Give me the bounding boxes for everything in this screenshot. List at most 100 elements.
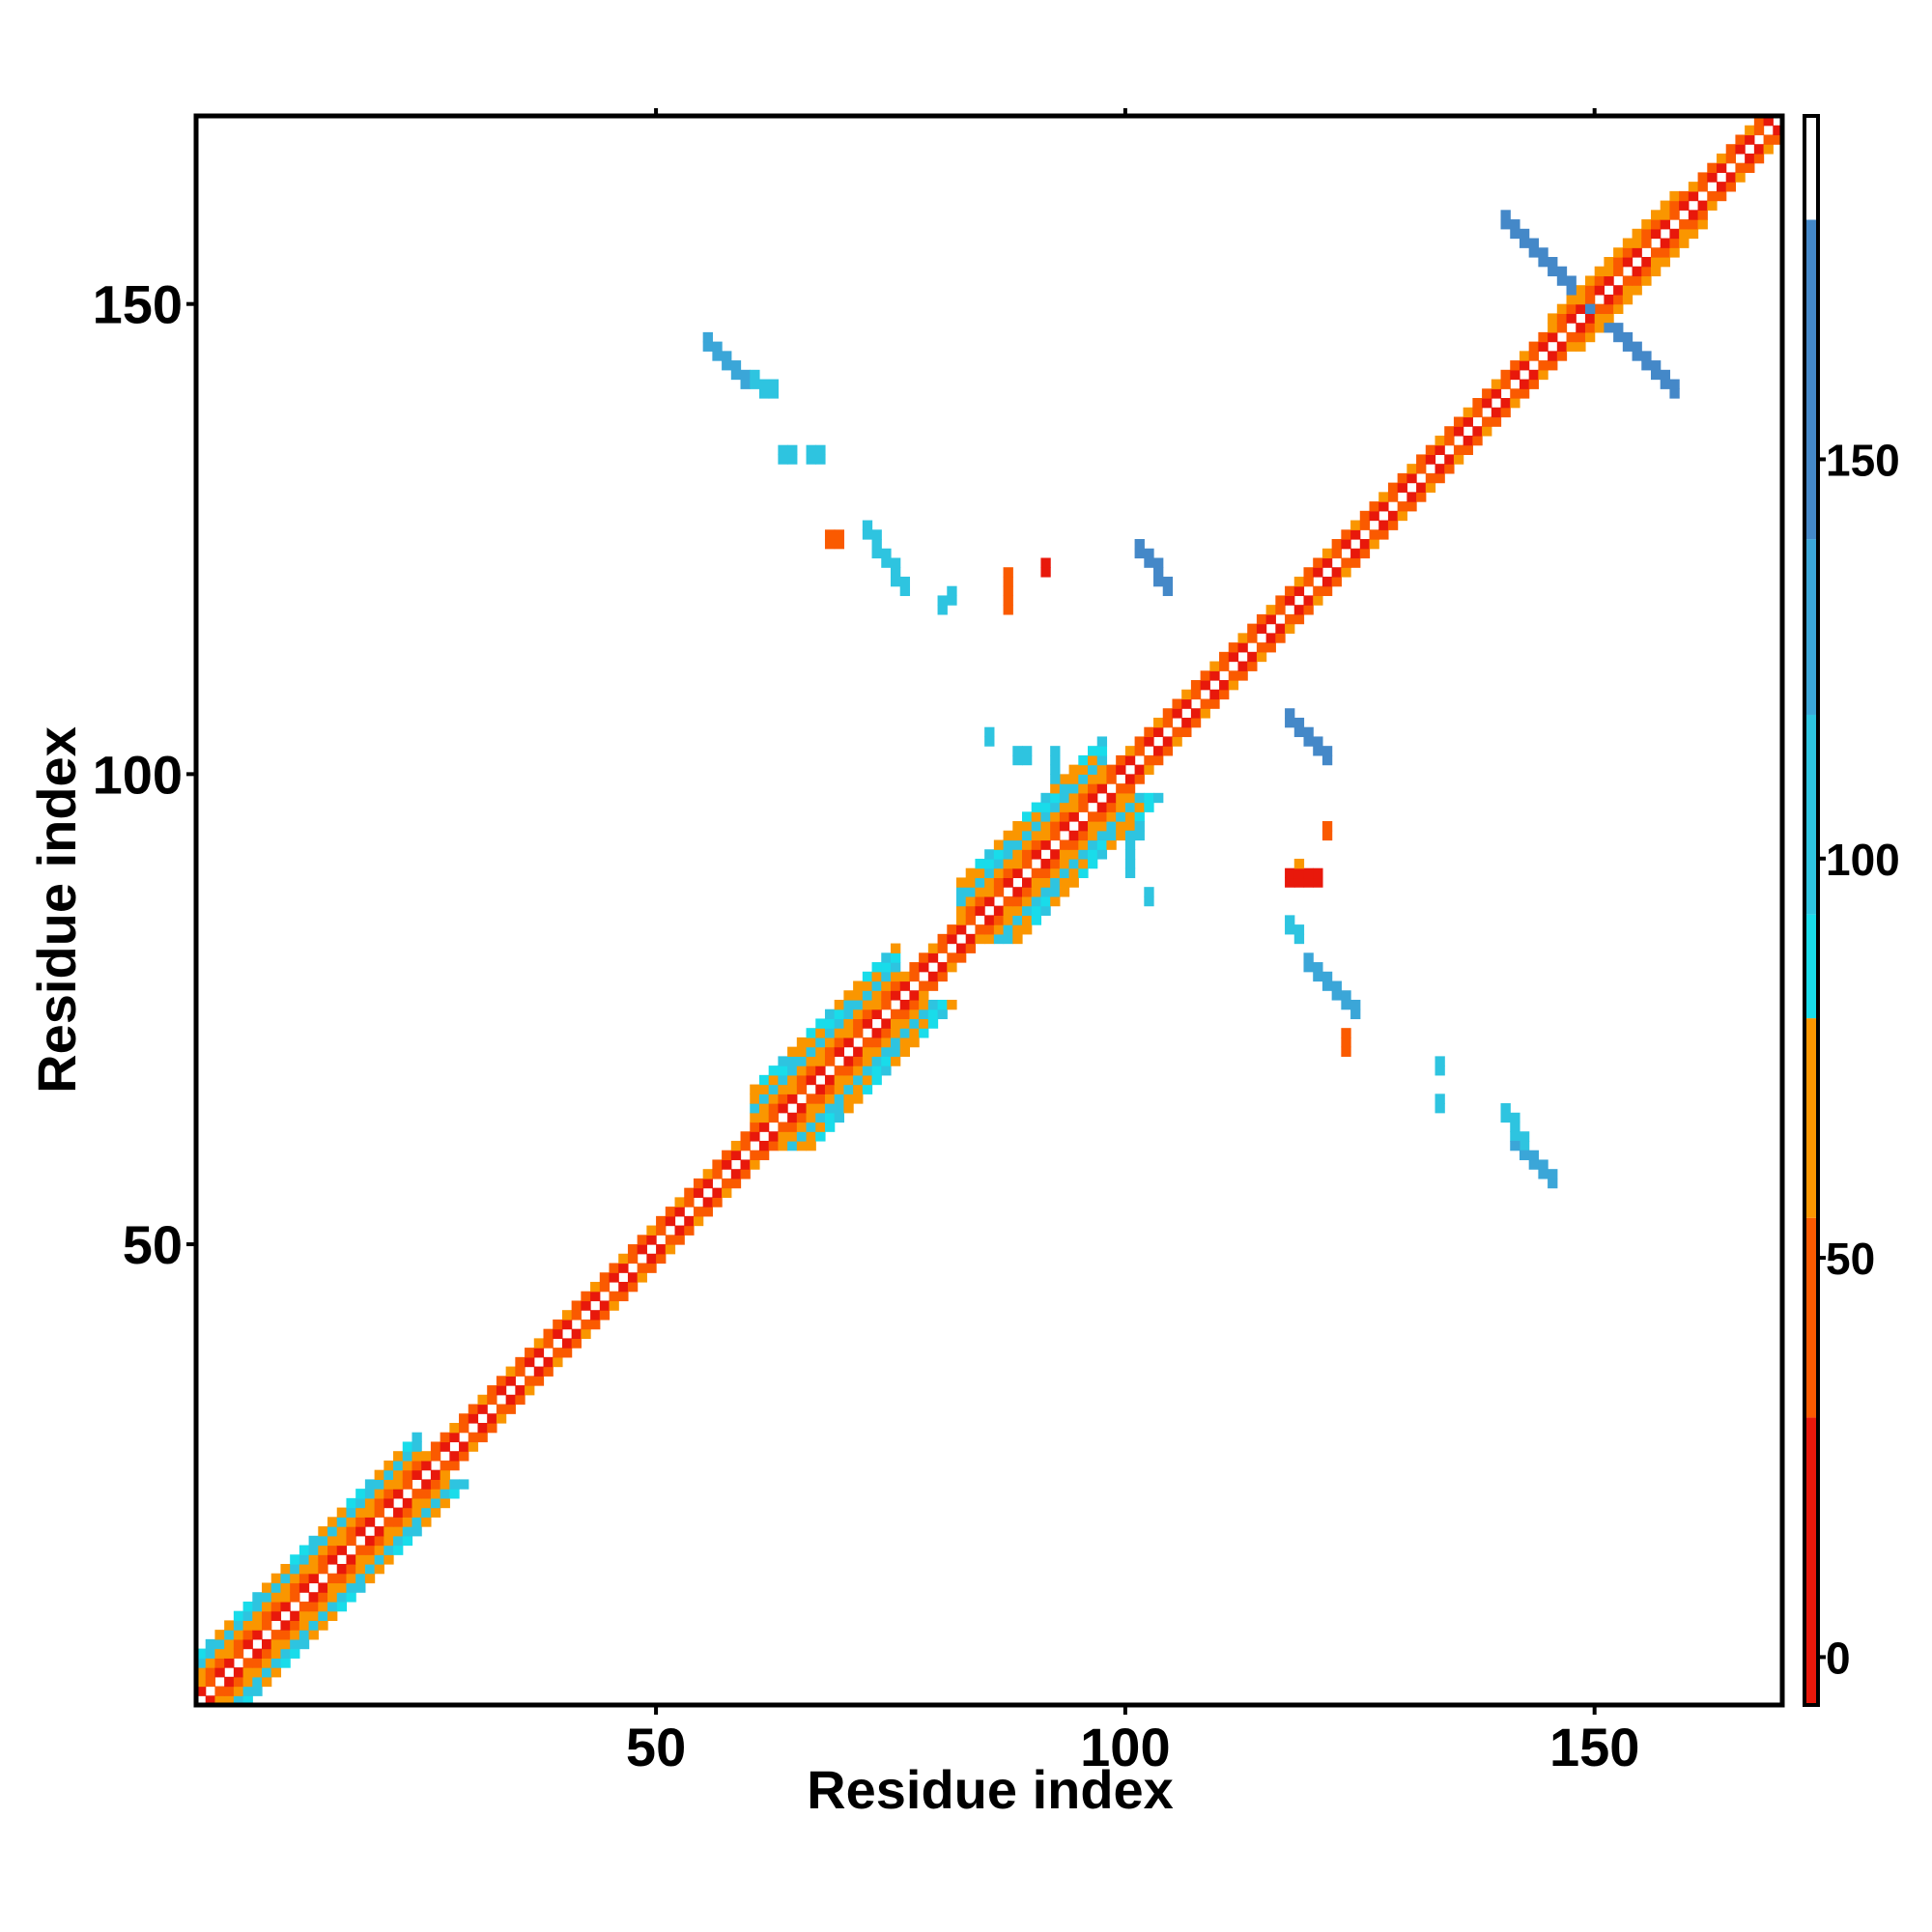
diagonal-cell: [242, 1638, 253, 1650]
diagonal-cell: [1247, 633, 1258, 643]
diagonal-cell: [806, 1028, 816, 1038]
diagonal-cell: [937, 943, 948, 953]
diagonal-cell: [955, 915, 967, 925]
diagonal-cell: [1012, 858, 1023, 869]
diagonal-cell: [1068, 802, 1079, 812]
diagonal-cell: [984, 858, 995, 869]
diagonal-cell: [947, 924, 957, 935]
diagonal-cell: [1632, 228, 1642, 240]
diagonal-cell: [1153, 792, 1164, 804]
contact-cell: [806, 454, 816, 465]
diagonal-cell: [984, 933, 995, 945]
diagonal-cell: [834, 1084, 845, 1094]
diagonal-cell: [280, 1620, 291, 1631]
diagonal-cell: [815, 1094, 826, 1104]
contact-cell: [787, 454, 798, 465]
diagonal-cell: [412, 1517, 422, 1527]
diagonal-cell: [346, 1526, 356, 1537]
diagonal-cell: [1679, 238, 1690, 248]
diagonal-cell: [1293, 605, 1305, 615]
contact-cell: [1303, 952, 1314, 963]
diagonal-cell: [1162, 708, 1174, 719]
diagonal-cell: [336, 1573, 348, 1584]
diagonal-cell: [890, 952, 901, 963]
diagonal-cell: [862, 999, 873, 1010]
contact-cell: [1144, 548, 1154, 559]
diagonal-cell: [1012, 830, 1023, 841]
diagonal-cell: [890, 962, 901, 973]
colorbar-segment: [1804, 1018, 1818, 1218]
colorbar-frame: [1803, 114, 1820, 1707]
diagonal-cell: [1753, 144, 1765, 155]
diagonal-cell: [975, 933, 985, 945]
diagonal-cell: [599, 1281, 611, 1293]
diagonal-cell: [430, 1507, 441, 1518]
diagonal-cell: [1124, 774, 1136, 784]
diagonal-cell: [909, 971, 920, 982]
diagonal-cell: [919, 980, 929, 991]
diagonal-cell: [1003, 877, 1013, 888]
contact-cell: [1331, 980, 1342, 991]
diagonal-cell: [1172, 736, 1182, 747]
diagonal-cell: [346, 1497, 356, 1509]
contact-cell: [1124, 830, 1136, 841]
diagonal-cell: [862, 990, 873, 1001]
diagonal-cell: [1660, 200, 1671, 211]
diagonal-cell: [449, 1460, 460, 1471]
diagonal-cell: [1613, 247, 1624, 258]
diagonal-cell: [1059, 858, 1070, 869]
diagonal-cell: [1406, 501, 1417, 512]
diagonal-cell: [834, 1009, 845, 1020]
diagonal-cell: [1519, 360, 1530, 371]
contact-cell: [1293, 858, 1305, 869]
diagonal-cell: [862, 1084, 873, 1094]
contact-cell: [1134, 548, 1145, 559]
diagonal-cell: [1144, 736, 1154, 747]
diagonal-cell: [477, 1404, 488, 1414]
diagonal-cell: [242, 1601, 253, 1612]
contact-cell: [1538, 247, 1548, 258]
diagonal-cell: [637, 1263, 647, 1273]
diagonal-cell: [318, 1563, 328, 1575]
diagonal-cell: [853, 1065, 864, 1076]
diagonal-cell: [1725, 182, 1737, 192]
diagonal-cell: [318, 1592, 328, 1603]
diagonal-cell: [290, 1638, 300, 1650]
diagonal-cell: [806, 1056, 816, 1066]
diagonal-cell: [533, 1348, 545, 1358]
diagonal-cell: [1538, 369, 1548, 381]
diagonal-cell: [1096, 774, 1108, 784]
diagonal-cell: [750, 1084, 760, 1094]
diagonal-cell: [693, 1178, 704, 1189]
diagonal-cell: [1096, 849, 1108, 860]
contact-cell: [1003, 585, 1013, 597]
diagonal-cell: [843, 990, 854, 1001]
diagonal-cell: [1435, 435, 1445, 446]
diagonal-cell: [1604, 257, 1614, 268]
diagonal-cell: [796, 1131, 808, 1142]
diagonal-cell: [1031, 811, 1042, 822]
diagonal-cell: [1012, 849, 1023, 860]
diagonal-cell: [1106, 802, 1117, 812]
diagonal-cell: [553, 1348, 563, 1358]
diagonal-cell: [270, 1638, 282, 1650]
diagonal-cell: [1604, 313, 1614, 324]
diagonal-cell: [430, 1451, 441, 1462]
diagonal-cell: [1068, 792, 1079, 804]
diagonal-cell: [975, 905, 985, 916]
diagonal-cell: [684, 1187, 695, 1198]
diagonal-cell: [787, 1084, 798, 1094]
diagonal-cell: [1068, 764, 1079, 775]
diagonal-cell: [834, 1074, 845, 1086]
diagonal-cell: [270, 1610, 282, 1621]
diagonal-cell: [1463, 444, 1473, 456]
diagonal-cell: [1256, 651, 1267, 663]
diagonal-cell: [1096, 821, 1108, 832]
diagonal-cell: [1153, 726, 1164, 738]
diagonal-cell: [750, 1122, 760, 1132]
diagonal-cell: [853, 1009, 864, 1020]
diagonal-cell: [1059, 887, 1070, 897]
diagonal-cell: [525, 1348, 535, 1358]
contact-cell: [1022, 754, 1033, 766]
diagonal-cell: [233, 1695, 244, 1706]
